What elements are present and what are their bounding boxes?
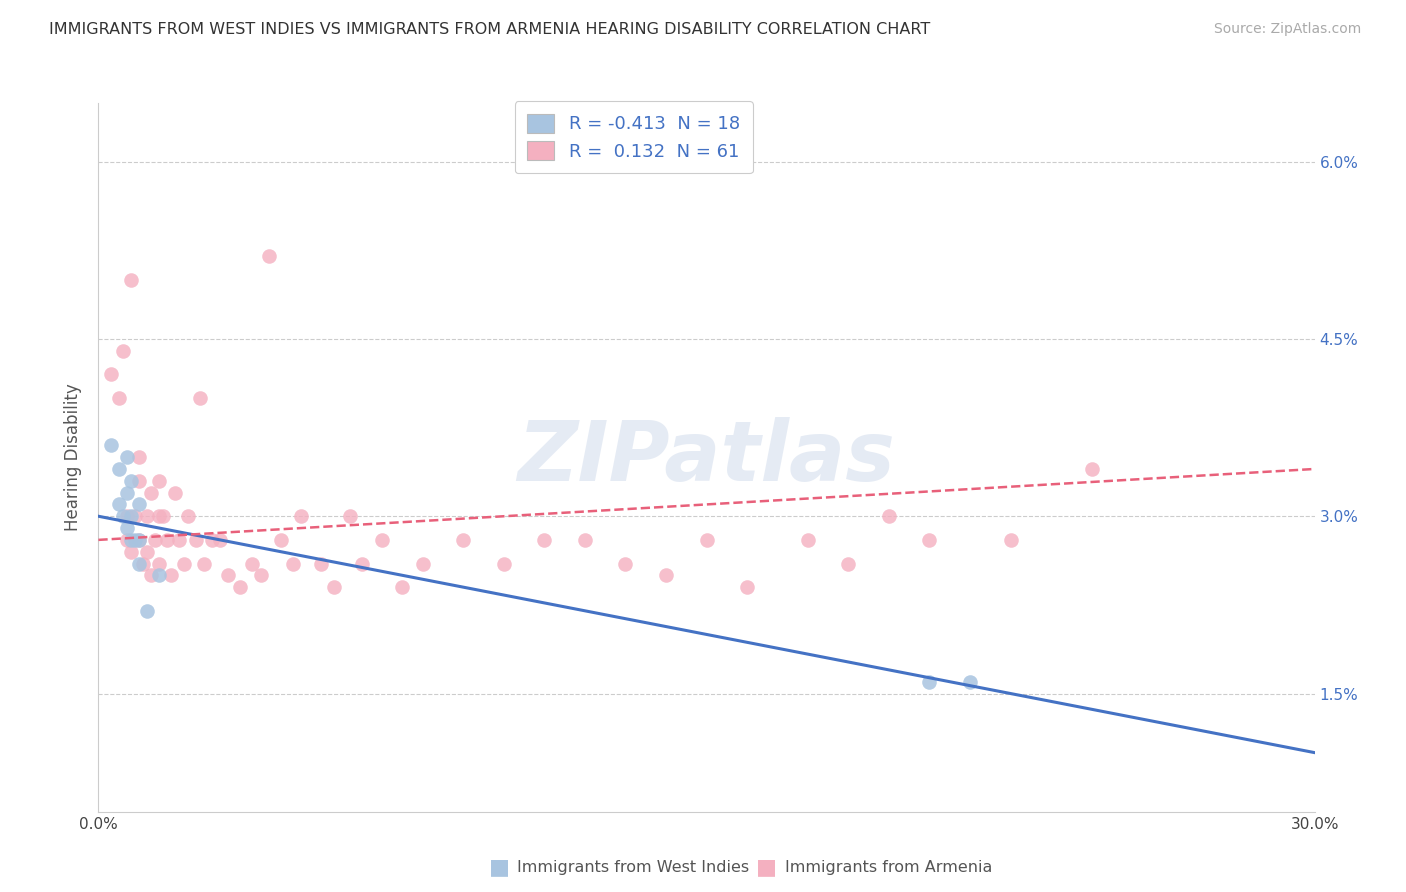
Point — [201, 533, 224, 547]
Point — [139, 568, 162, 582]
Point — [311, 557, 333, 571]
Point — [959, 674, 981, 689]
Point — [217, 568, 239, 582]
Point — [322, 580, 344, 594]
Point — [139, 485, 162, 500]
Point — [412, 557, 434, 571]
Point — [242, 557, 264, 571]
Point — [339, 509, 361, 524]
Point — [290, 509, 312, 524]
Point — [136, 544, 159, 558]
Point — [107, 391, 129, 405]
Point — [115, 450, 138, 465]
Point — [165, 485, 187, 500]
Text: Immigrants from West Indies: Immigrants from West Indies — [517, 860, 749, 874]
Point — [111, 509, 134, 524]
Point — [124, 533, 146, 547]
Point — [100, 368, 122, 382]
Point — [148, 557, 170, 571]
Point — [188, 391, 211, 405]
Y-axis label: Hearing Disability: Hearing Disability — [65, 384, 83, 531]
Point — [156, 533, 179, 547]
Text: Source: ZipAtlas.com: Source: ZipAtlas.com — [1213, 22, 1361, 37]
Point — [371, 533, 394, 547]
Point — [128, 533, 150, 547]
Point — [128, 450, 150, 465]
Point — [1000, 533, 1022, 547]
Point — [918, 533, 941, 547]
Point — [100, 438, 122, 452]
Point — [453, 533, 475, 547]
Text: ZIPatlas: ZIPatlas — [517, 417, 896, 498]
Point — [391, 580, 413, 594]
Point — [148, 509, 170, 524]
Text: Immigrants from Armenia: Immigrants from Armenia — [785, 860, 991, 874]
Text: ■: ■ — [489, 857, 509, 877]
Point — [533, 533, 555, 547]
Point — [574, 533, 596, 547]
Point — [281, 557, 304, 571]
Point — [128, 533, 150, 547]
Point — [136, 604, 159, 618]
Point — [148, 568, 170, 582]
Point — [270, 533, 292, 547]
Point — [655, 568, 678, 582]
Point — [229, 580, 252, 594]
Point — [120, 509, 142, 524]
Point — [152, 509, 174, 524]
Point — [184, 533, 207, 547]
Point — [193, 557, 215, 571]
Point — [128, 498, 150, 512]
Point — [837, 557, 859, 571]
Text: ■: ■ — [756, 857, 776, 877]
Point — [918, 674, 941, 689]
Point — [877, 509, 900, 524]
Point — [176, 509, 198, 524]
Point — [797, 533, 820, 547]
Point — [209, 533, 232, 547]
Point — [111, 343, 134, 358]
Point — [492, 557, 515, 571]
Point — [107, 462, 129, 476]
Point — [120, 533, 142, 547]
Point — [1080, 462, 1102, 476]
Point — [148, 474, 170, 488]
Point — [107, 498, 129, 512]
Point — [120, 273, 142, 287]
Point — [136, 509, 159, 524]
Point — [115, 509, 138, 524]
Point — [115, 521, 138, 535]
Point — [169, 533, 191, 547]
Point — [143, 533, 166, 547]
Point — [350, 557, 373, 571]
Point — [257, 249, 280, 263]
Point — [120, 474, 142, 488]
Point — [115, 533, 138, 547]
Point — [249, 568, 271, 582]
Legend: R = -0.413  N = 18, R =  0.132  N = 61: R = -0.413 N = 18, R = 0.132 N = 61 — [515, 101, 752, 173]
Point — [132, 557, 155, 571]
Point — [160, 568, 183, 582]
Point — [128, 474, 150, 488]
Point — [124, 509, 146, 524]
Text: IMMIGRANTS FROM WEST INDIES VS IMMIGRANTS FROM ARMENIA HEARING DISABILITY CORREL: IMMIGRANTS FROM WEST INDIES VS IMMIGRANT… — [49, 22, 931, 37]
Point — [614, 557, 637, 571]
Point — [696, 533, 718, 547]
Point — [173, 557, 195, 571]
Point — [115, 485, 138, 500]
Point — [128, 557, 150, 571]
Point — [120, 544, 142, 558]
Point — [735, 580, 758, 594]
